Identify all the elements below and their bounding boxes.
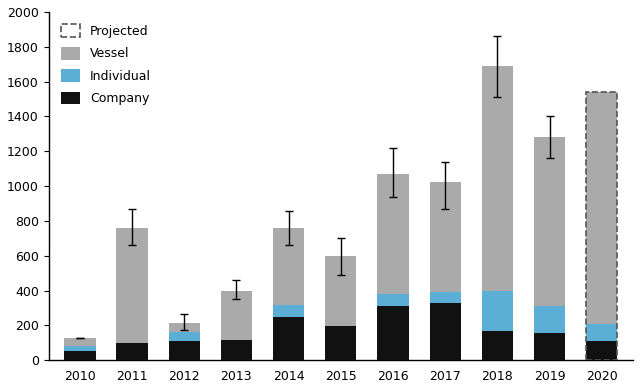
- Bar: [482, 331, 513, 360]
- Bar: [325, 326, 356, 360]
- Bar: [586, 341, 618, 360]
- Legend: Projected, Vessel, Individual, Company: Projected, Vessel, Individual, Company: [55, 18, 157, 112]
- Bar: [325, 256, 356, 326]
- Bar: [64, 351, 95, 360]
- Bar: [168, 323, 200, 332]
- Bar: [116, 343, 148, 360]
- Bar: [534, 333, 565, 360]
- Bar: [378, 306, 409, 360]
- Bar: [429, 182, 461, 292]
- Bar: [64, 346, 95, 351]
- Bar: [534, 306, 565, 333]
- Bar: [429, 292, 461, 303]
- Bar: [586, 92, 618, 324]
- Bar: [482, 291, 513, 331]
- Bar: [534, 137, 565, 306]
- Bar: [168, 332, 200, 341]
- Bar: [273, 305, 304, 317]
- Bar: [586, 92, 618, 360]
- Bar: [429, 303, 461, 360]
- Bar: [378, 174, 409, 294]
- Bar: [482, 66, 513, 291]
- Bar: [221, 291, 252, 340]
- Bar: [116, 228, 148, 343]
- Bar: [378, 294, 409, 306]
- Bar: [221, 340, 252, 360]
- Bar: [586, 324, 618, 341]
- Bar: [168, 341, 200, 360]
- Bar: [273, 317, 304, 360]
- Bar: [64, 338, 95, 346]
- Bar: [273, 228, 304, 305]
